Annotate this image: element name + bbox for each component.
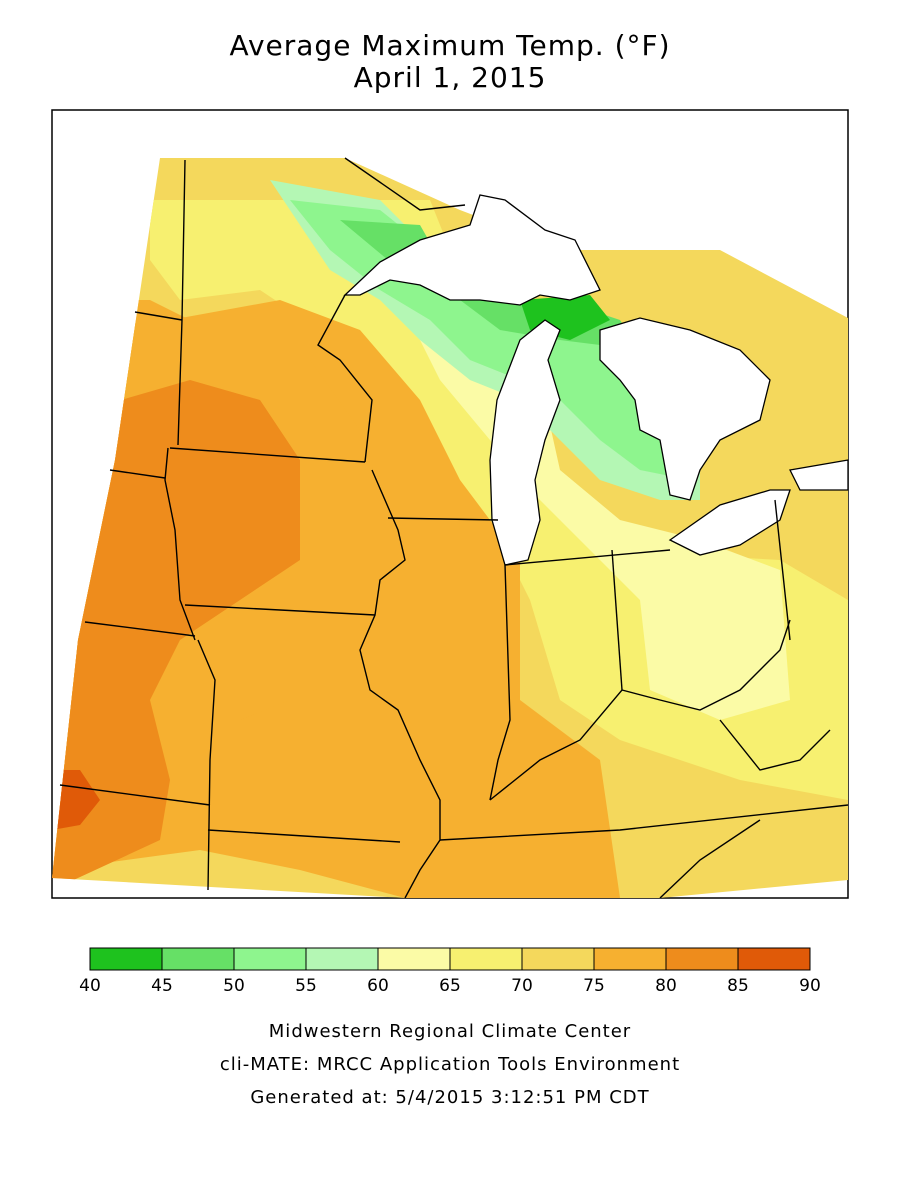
footer-org: Midwestern Regional Climate Center (268, 1021, 632, 1042)
legend-swatch (737, 947, 811, 971)
legend-tick-label: 45 (151, 976, 173, 996)
legend-swatch (233, 947, 307, 971)
legend-swatch (161, 947, 235, 971)
lake-huron (599, 317, 771, 501)
lake-michigan (489, 319, 561, 566)
border-mn-ia (169, 447, 366, 463)
legend-tick-label: 65 (439, 976, 461, 996)
lake-ontario (789, 459, 849, 491)
legend-swatch (377, 947, 451, 971)
border-tn-south (659, 819, 761, 899)
border-nd-sd (134, 311, 183, 321)
legend-swatch (305, 947, 379, 971)
legend-tick-label: 50 (223, 976, 245, 996)
lake-superior (343, 194, 601, 306)
legend-tick-label: 70 (511, 976, 533, 996)
border-ia-mo (184, 604, 376, 616)
footer-generated: Generated at: 5/4/2015 3:12:51 PM CDT (250, 1087, 650, 1108)
border-ky-tn (439, 804, 849, 841)
legend-tick-label: 60 (367, 976, 389, 996)
footer-tool: cli-MATE: MRCC Application Tools Environ… (219, 1054, 681, 1075)
great-lakes (343, 194, 849, 566)
border-ks-mo (197, 639, 216, 891)
legend-tick-label: 55 (295, 976, 317, 996)
border-wv (719, 719, 831, 771)
legend-swatch (89, 947, 163, 971)
border-ohio-river (489, 619, 791, 801)
legend-swatch (593, 947, 667, 971)
legend-tick-label: 80 (655, 976, 677, 996)
border-mi-in-oh (504, 549, 671, 566)
border-in-oh (611, 549, 623, 691)
border-wi-il (387, 517, 499, 521)
legend-swatch (521, 947, 595, 971)
map-title: Average Maximum Temp. (°F) (229, 29, 671, 62)
map-date: April 1, 2015 (353, 61, 547, 94)
legend-color-bar (89, 947, 811, 971)
legend-tick-label: 90 (799, 976, 821, 996)
legend-tick-label: 40 (79, 976, 101, 996)
legend-tick-label: 85 (727, 976, 749, 996)
band-80-85 (52, 380, 300, 890)
legend-swatch (665, 947, 739, 971)
border-canada (344, 157, 466, 211)
state-borders (59, 157, 849, 899)
legend-tick-label: 75 (583, 976, 605, 996)
border-mo-ar (207, 829, 401, 843)
border-ne-ks (84, 621, 196, 637)
legend-swatch (449, 947, 523, 971)
border-ks-ok (59, 784, 211, 806)
border-sd-ne (109, 469, 166, 479)
border-il-in (489, 564, 511, 801)
border-oh-pa (774, 499, 791, 641)
lake-erie (668, 489, 791, 556)
border-ia-west (164, 447, 196, 641)
border-mn-wi (317, 294, 373, 463)
